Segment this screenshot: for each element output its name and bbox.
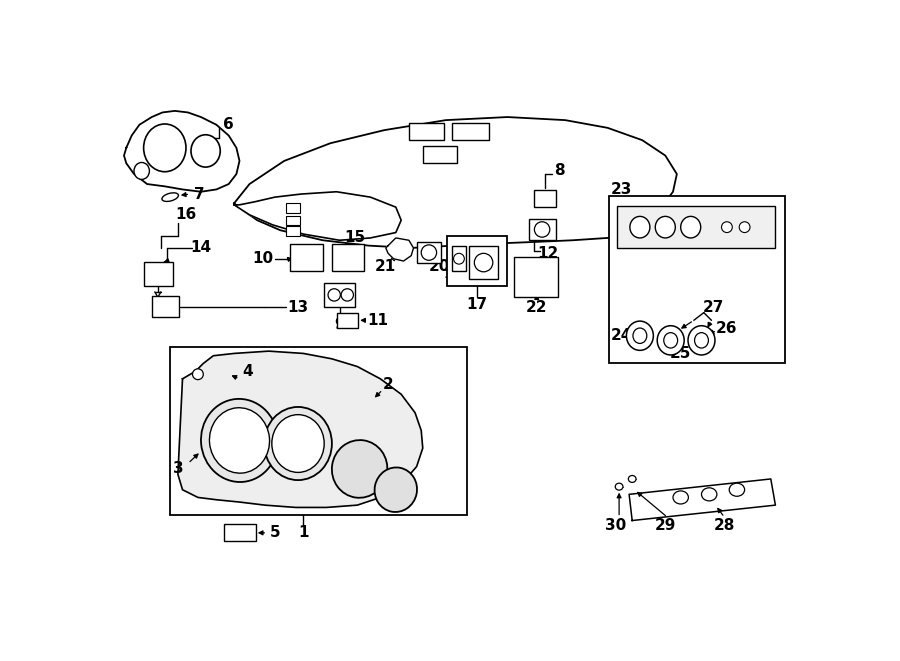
Polygon shape <box>629 479 776 520</box>
Ellipse shape <box>701 488 717 501</box>
Bar <box>224 524 256 541</box>
Bar <box>447 237 508 286</box>
Text: 21: 21 <box>375 259 396 274</box>
Text: 22: 22 <box>526 299 547 315</box>
Text: 12: 12 <box>537 246 558 261</box>
Text: 28: 28 <box>714 518 735 533</box>
Text: 19: 19 <box>444 268 461 281</box>
Text: 15: 15 <box>345 231 365 245</box>
Bar <box>144 262 174 286</box>
Circle shape <box>193 369 203 379</box>
Circle shape <box>421 245 436 260</box>
Ellipse shape <box>162 193 178 202</box>
Bar <box>332 244 365 271</box>
Bar <box>469 247 499 279</box>
Ellipse shape <box>616 483 623 490</box>
Ellipse shape <box>628 475 636 483</box>
Ellipse shape <box>633 328 647 344</box>
Polygon shape <box>386 238 413 261</box>
Circle shape <box>474 253 493 272</box>
Ellipse shape <box>144 124 186 172</box>
Polygon shape <box>234 192 401 240</box>
Circle shape <box>328 289 340 301</box>
Ellipse shape <box>332 440 387 498</box>
Bar <box>409 123 444 140</box>
Text: 30: 30 <box>605 518 626 533</box>
Ellipse shape <box>191 135 220 167</box>
Circle shape <box>535 222 550 237</box>
Bar <box>285 226 300 235</box>
Text: 3: 3 <box>173 461 184 477</box>
Ellipse shape <box>655 216 675 238</box>
Bar <box>423 146 457 163</box>
Ellipse shape <box>729 483 744 496</box>
Text: 10: 10 <box>252 251 274 266</box>
Bar <box>285 215 300 225</box>
Text: 13: 13 <box>287 299 309 315</box>
Text: 27: 27 <box>703 299 724 315</box>
Text: 1: 1 <box>298 525 309 540</box>
Text: 23: 23 <box>611 182 632 197</box>
Ellipse shape <box>201 399 278 482</box>
Text: 4: 4 <box>242 364 253 379</box>
Circle shape <box>454 253 464 264</box>
Bar <box>285 204 300 213</box>
Bar <box>609 196 785 364</box>
Text: 16: 16 <box>175 208 196 222</box>
Circle shape <box>739 222 750 233</box>
Circle shape <box>341 289 354 301</box>
Ellipse shape <box>264 407 332 480</box>
Ellipse shape <box>680 216 701 238</box>
Bar <box>616 206 775 248</box>
Circle shape <box>722 222 733 233</box>
Text: 17: 17 <box>466 297 487 313</box>
Ellipse shape <box>673 491 689 504</box>
Ellipse shape <box>630 216 650 238</box>
Ellipse shape <box>134 163 149 179</box>
Ellipse shape <box>664 332 678 348</box>
Text: 11: 11 <box>367 313 389 328</box>
Bar <box>337 313 358 328</box>
Text: 5: 5 <box>270 525 280 540</box>
Text: 26: 26 <box>716 321 738 336</box>
Polygon shape <box>178 351 423 508</box>
Polygon shape <box>234 117 677 248</box>
Polygon shape <box>124 111 239 192</box>
Bar <box>291 244 322 271</box>
Bar <box>417 242 441 263</box>
Text: 29: 29 <box>654 518 676 533</box>
Ellipse shape <box>657 326 684 355</box>
Bar <box>514 257 558 297</box>
Bar <box>452 123 489 140</box>
Bar <box>535 190 556 207</box>
Text: 24: 24 <box>611 329 632 343</box>
Text: 25: 25 <box>670 346 691 361</box>
Text: 7: 7 <box>194 186 205 202</box>
Text: 6: 6 <box>223 117 234 132</box>
Bar <box>452 247 466 271</box>
Text: 9: 9 <box>334 317 345 332</box>
Text: 20: 20 <box>429 259 450 274</box>
Bar <box>152 295 179 317</box>
Text: 2: 2 <box>382 377 393 392</box>
Text: 18: 18 <box>483 276 500 288</box>
Ellipse shape <box>272 414 324 473</box>
Bar <box>529 219 556 240</box>
Ellipse shape <box>688 326 715 355</box>
Ellipse shape <box>695 332 708 348</box>
Ellipse shape <box>210 408 269 473</box>
Bar <box>170 347 466 515</box>
Bar <box>324 283 355 307</box>
Ellipse shape <box>626 321 653 350</box>
Text: 14: 14 <box>191 241 211 255</box>
Text: 8: 8 <box>554 163 565 178</box>
Ellipse shape <box>374 467 417 512</box>
